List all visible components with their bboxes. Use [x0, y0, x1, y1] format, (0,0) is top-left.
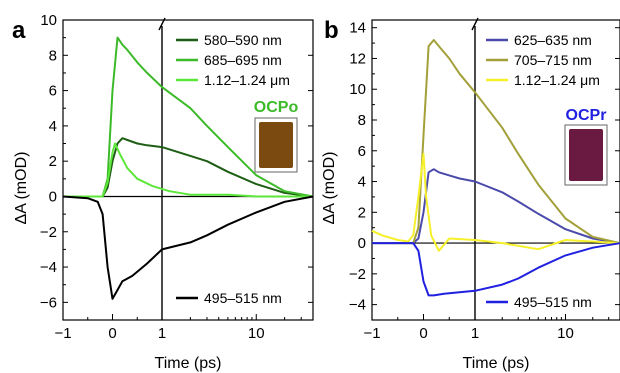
y-tick-label: −2: [40, 224, 57, 241]
panel-letter-a: a: [12, 17, 26, 44]
x-tick-label: 10: [557, 325, 574, 342]
series-line-4: [372, 242, 620, 297]
x-tick-label: 10: [248, 325, 265, 342]
y-tick-label: 10: [349, 81, 366, 98]
y-tick-label: −4: [40, 259, 57, 276]
y-tick-label: 6: [49, 83, 57, 100]
panel-b: b ΔA (mOD) Time (ps) −4 −2 0 2 4 6 8 10 12 14 −1 0 1…: [321, 17, 620, 372]
panel-letter-b: b: [324, 17, 339, 44]
axis-break-mark: [158, 17, 166, 31]
y-tick-label: 14: [349, 20, 366, 37]
plot-area-b: −4 −2 0 2 4 6 8 10 12 14 −1 0 1 10 625–635 nm 705–715 n…: [349, 17, 620, 342]
x-tick-label: 0: [419, 325, 427, 342]
x-tick-label: −1: [363, 325, 380, 342]
legend-label: 1.12–1.24 μm: [514, 72, 600, 88]
x-tick-label: 1: [471, 325, 479, 342]
series-line-3: [63, 142, 313, 198]
y-tick-label: 4: [49, 118, 57, 135]
sample-photo-a: [254, 117, 298, 173]
legend-label: 495–515 nm: [204, 290, 282, 306]
legend-label: 705–715 nm: [514, 52, 592, 68]
sample-label-a: OCPo: [254, 99, 299, 116]
series-line-1: [372, 168, 620, 245]
sample-photo-b: [564, 124, 608, 186]
y-tick-label: −6: [40, 294, 57, 311]
series-line-4: [62, 195, 314, 300]
y-tick-label: 8: [358, 112, 366, 129]
plot-area-a: −6 −4 −2 0 2 4 6 8 10 −1 0 1 10 580–590 nm 685–695 nm 1…: [40, 12, 314, 342]
y-tick-label: 4: [358, 174, 366, 191]
series-line-1: [63, 137, 314, 198]
legend-label: 580–590 nm: [204, 32, 282, 48]
y-axis-title-a: ΔA (mOD): [13, 152, 30, 225]
y-tick-label: 12: [349, 50, 366, 67]
legend-label: 1.12–1.24 μm: [204, 72, 290, 88]
y-tick-label: 0: [49, 188, 57, 205]
x-tick-label: −1: [54, 325, 71, 342]
y-tick-label: 8: [49, 47, 57, 64]
x-axis-title-a: Time (ps): [155, 355, 222, 372]
y-tick-label: 2: [358, 204, 366, 221]
series-line-2: [372, 39, 620, 245]
x-axis-title-b: Time (ps): [463, 355, 530, 372]
y-axis-title-b: ΔA (mOD): [321, 152, 338, 225]
y-tick-label: 2: [49, 153, 57, 170]
legend-label: 685–695 nm: [204, 52, 282, 68]
plot-frame: [62, 19, 314, 321]
y-tick-label: 10: [40, 12, 57, 29]
legend-label: 495–515 nm: [514, 294, 592, 310]
x-tick-label: 1: [158, 325, 166, 342]
y-tick-label: −2: [349, 266, 366, 283]
sample-label-b: OCPr: [566, 107, 607, 124]
legend-label: 625–635 nm: [514, 32, 592, 48]
panel-a: a ΔA (mOD) Time (ps) −6 −4 −2 0 2 4 6 8 10 −1 0 1 10…: [12, 12, 314, 372]
y-tick-label: −4: [349, 297, 366, 314]
y-tick-label: 6: [358, 143, 366, 160]
plot-frame: [371, 19, 620, 321]
x-tick-label: 0: [108, 325, 116, 342]
y-tick-label: 0: [358, 235, 366, 252]
axis-break-mark: [471, 17, 479, 31]
series-line-3: [371, 152, 620, 252]
